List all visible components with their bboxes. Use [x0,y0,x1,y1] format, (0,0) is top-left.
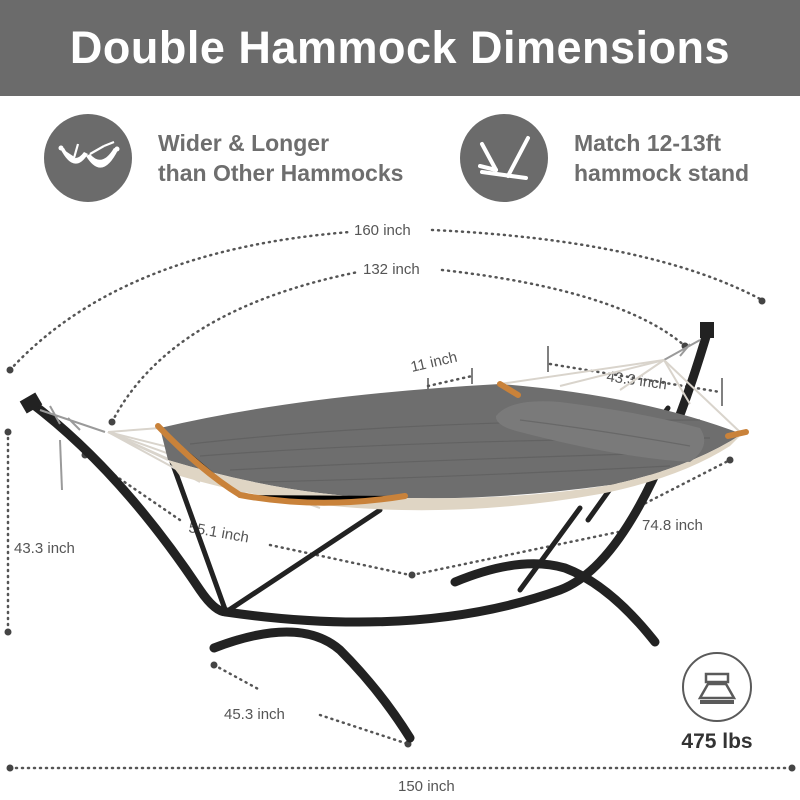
weight-icon [682,652,752,722]
feature-text: Wider & Longer than Other Hammocks [158,128,403,188]
base-width-line [212,663,262,692]
header-banner: Double Hammock Dimensions [0,0,800,96]
spreader-gap-label: 11 inch [409,349,459,376]
page-title: Double Hammock Dimensions [69,22,731,73]
hammock-stand-icon [460,114,548,202]
feature-text: Match 12-13ft hammock stand [574,128,749,188]
feature-wider-longer: Wider & Longer than Other Hammocks [44,114,403,202]
weight-capacity-label: 475 lbs [681,730,753,753]
height-label: 43.3 inch [14,540,75,557]
weight-capacity: 475 lbs [672,652,762,754]
bed-length-label: 132 inch [363,261,420,278]
diagonal-line [410,530,620,577]
spreader-gap-line [426,374,474,388]
double-hammock-icon [44,114,132,202]
diagonal-label: 74.8 inch [642,517,703,534]
bed-length-arc [110,270,360,424]
feature-line-1: Match 12-13ft [574,130,721,156]
stand-length-label: 150 inch [398,778,455,795]
feature-line-2: than Other Hammocks [158,160,404,186]
feature-line-2: hammock stand [574,160,750,186]
overall-length-arc [8,230,352,372]
overall-length-label: 160 inch [354,222,411,239]
base-width-label: 45.3 inch [224,706,285,723]
feature-line-1: Wider & Longer [158,130,330,156]
feature-stand-match: Match 12-13ft hammock stand [460,114,749,202]
